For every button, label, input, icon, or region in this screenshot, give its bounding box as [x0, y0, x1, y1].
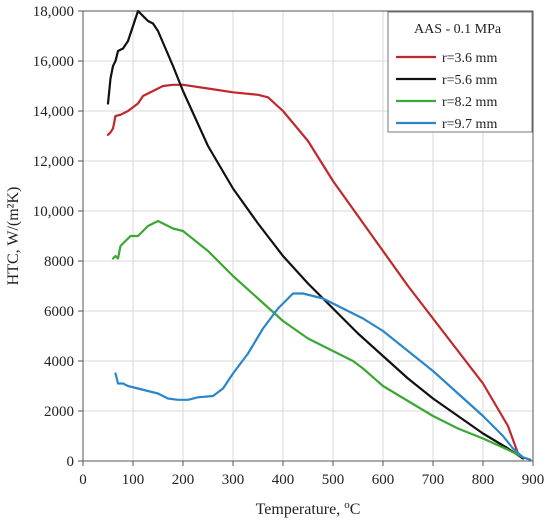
x-tick-label: 900 — [522, 472, 545, 488]
legend-label: r=3.6 mm — [442, 51, 497, 66]
y-tick-label: 6000 — [44, 304, 74, 320]
y-tick-label: 2000 — [44, 404, 74, 420]
legend: AAS - 0.1 MPa r=3.6 mmr=5.6 mmr=8.2 mmr=… — [387, 11, 533, 133]
x-tick-label: 300 — [222, 472, 245, 488]
legend-label: r=8.2 mm — [442, 95, 497, 110]
x-axis-label-unit: oC — [344, 499, 360, 518]
legend-title: AAS - 0.1 MPa — [414, 22, 502, 37]
legend-items: r=3.6 mm r=5.6 mm r=8.2 mm r=9.7 mm — [396, 51, 497, 132]
series-line — [111, 219, 525, 459]
series-lines — [106, 9, 532, 461]
unit-letter: C — [350, 501, 361, 518]
legend-box — [387, 11, 533, 133]
axis-ticks: 0 100 200 300 400 500 600 700 800 900 0 2000 4000 600… — [33, 4, 545, 488]
x-tick-label: 200 — [172, 472, 195, 488]
plot-area-frame — [82, 10, 534, 462]
degree-superscript: o — [344, 499, 350, 511]
series-line — [114, 292, 532, 461]
x-tick-label: 0 — [79, 472, 87, 488]
y-tick-label: 10,000 — [33, 204, 74, 220]
y-tick-label: 4000 — [44, 354, 74, 370]
x-tick-label: 400 — [272, 472, 295, 488]
y-tick-label: 16,000 — [33, 54, 74, 70]
y-tick-label: 14,000 — [33, 104, 74, 120]
x-tick-label: 800 — [472, 472, 495, 488]
x-axis-label-text: Temperature, — [256, 501, 345, 518]
series-line — [106, 83, 525, 460]
y-tick-label: 18,000 — [33, 4, 74, 20]
legend-label: r=9.7 mm — [442, 117, 497, 132]
legend-label: r=5.6 mm — [442, 73, 497, 88]
y-tick-label: 0 — [67, 454, 75, 470]
x-tick-label: 100 — [122, 472, 145, 488]
y-tick-label: 8000 — [44, 254, 74, 270]
x-tick-label: 600 — [372, 472, 395, 488]
y-axis-label: HTC, W/(m²K) — [5, 187, 22, 286]
x-axis-label: Temperature, oC — [256, 499, 361, 518]
y-tick-label: 12,000 — [33, 154, 74, 170]
series-line — [106, 9, 525, 460]
x-tick-label: 500 — [322, 472, 345, 488]
x-tick-label: 700 — [422, 472, 445, 488]
